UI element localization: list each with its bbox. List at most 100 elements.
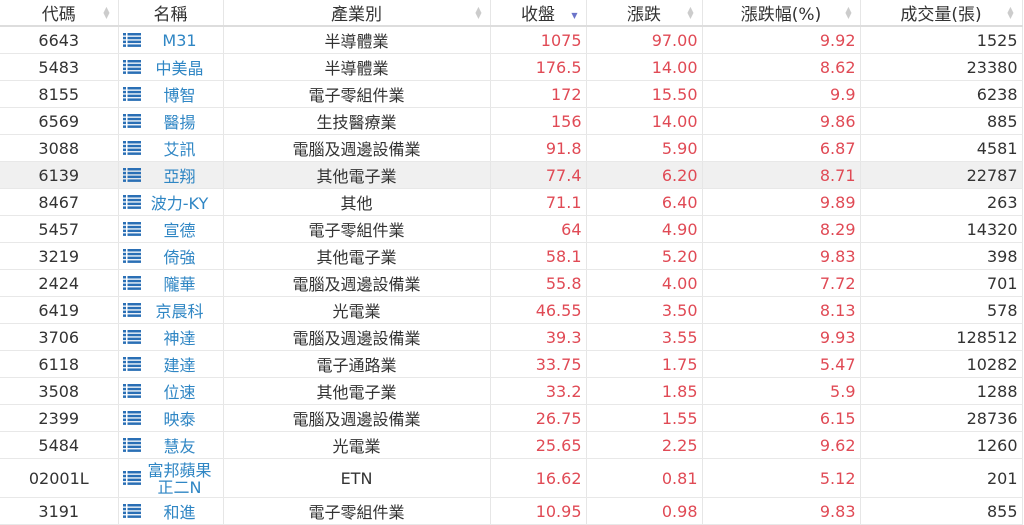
stock-name-link[interactable]: 映泰 [163, 410, 196, 429]
table-row[interactable]: 3088 艾訊 電腦及週邊設備業 91.8 5.90 6.87 4581 [0, 134, 1023, 162]
list-icon[interactable] [122, 249, 141, 263]
column-header-label: 名稱 [153, 5, 188, 25]
stock-name-link[interactable]: 建達 [163, 356, 196, 375]
table-row[interactable]: 3191 和進 電子零組件業 10.95 0.98 9.83 855 [0, 497, 1023, 525]
table-row[interactable]: 6118 建達 電子通路業 33.75 1.75 5.47 10282 [0, 350, 1023, 378]
stock-name-link[interactable]: M31 [162, 30, 197, 50]
table-row[interactable]: 2424 隴華 電腦及週邊設備業 55.8 4.00 7.72 701 [0, 269, 1023, 297]
column-header[interactable]: 成交量(張) ▲ ▼ [860, 0, 1023, 27]
table-row[interactable]: 3219 倚強 其他電子業 58.1 5.20 9.83 398 [0, 242, 1023, 270]
change-percent: 9.83 [702, 242, 861, 270]
list-icon[interactable] [122, 222, 141, 236]
table-row[interactable]: 5483 中美晶 半導體業 176.5 14.00 8.62 23380 [0, 53, 1023, 81]
stock-code: 3088 [0, 134, 119, 162]
stock-name-link[interactable]: 波力-KY [150, 194, 209, 213]
stock-name-cell: 倚強 [118, 242, 224, 270]
price-change: 1.55 [586, 404, 703, 432]
stock-code: 5457 [0, 215, 119, 243]
stock-name-link[interactable]: 宣德 [163, 221, 196, 240]
stock-name-link[interactable]: 和進 [163, 503, 196, 522]
stock-name-link[interactable]: 倚強 [163, 248, 196, 267]
close-price: 156 [490, 107, 587, 135]
change-percent: 8.71 [702, 161, 861, 189]
stock-code: 3706 [0, 323, 119, 351]
sort-icon[interactable]: ▲ ▼ [687, 5, 694, 20]
table-row[interactable]: 6643 M31 半導體業 1075 97.00 9.92 1525 [0, 26, 1023, 54]
table-row[interactable]: 8467 波力-KY 其他 71.1 6.40 9.89 263 [0, 188, 1023, 216]
table-row[interactable]: 3508 位速 其他電子業 33.2 1.85 5.9 1288 [0, 377, 1023, 405]
change-percent: 9.9 [702, 80, 861, 108]
list-icon[interactable] [122, 87, 141, 101]
table-row[interactable]: 2399 映泰 電腦及週邊設備業 26.75 1.55 6.15 28736 [0, 404, 1023, 432]
industry: 半導體業 [223, 53, 491, 81]
list-icon[interactable] [122, 330, 141, 344]
list-icon[interactable] [122, 114, 141, 128]
close-price: 58.1 [490, 242, 587, 270]
change-percent: 9.62 [702, 431, 861, 459]
table-header: 代碼 ▲ ▼ 名稱 產業別 ▲ ▼ 收盤 ▼ 漲跌 ▲ ▼ 漲跌幅(%) ▲ ▼ 成交量(張) ▲ ▼ [0, 0, 1023, 27]
table-row[interactable]: 6569 醫揚 生技醫療業 156 14.00 9.86 885 [0, 107, 1023, 135]
stock-name-link[interactable]: 慧友 [163, 437, 196, 456]
stock-name-cell: 隴華 [118, 269, 224, 297]
stock-name-cell: 富邦蘋果正二N [118, 458, 224, 498]
list-icon[interactable] [122, 168, 141, 182]
column-header-label: 產業別 [331, 5, 382, 25]
volume: 263 [860, 188, 1023, 216]
table-row[interactable]: 6139 亞翔 其他電子業 77.4 6.20 8.71 22787 [0, 161, 1023, 189]
list-icon[interactable] [122, 504, 141, 518]
stock-name-link[interactable]: 京晨科 [155, 302, 204, 321]
table-row[interactable]: 8155 博智 電子零組件業 172 15.50 9.9 6238 [0, 80, 1023, 108]
stock-name-cell: 映泰 [118, 404, 224, 432]
list-icon[interactable] [122, 276, 141, 290]
stock-name-link[interactable]: 亞翔 [163, 167, 196, 186]
stock-name-link[interactable]: 隴華 [163, 275, 196, 294]
table-row[interactable]: 6419 京晨科 光電業 46.55 3.50 8.13 578 [0, 296, 1023, 324]
list-icon[interactable] [122, 141, 141, 155]
column-header[interactable]: 代碼 ▲ ▼ [0, 0, 119, 27]
sort-icon[interactable]: ▲ ▼ [845, 5, 852, 20]
list-icon[interactable] [122, 60, 141, 74]
change-percent: 5.9 [702, 377, 861, 405]
stock-name-link[interactable]: 博智 [163, 86, 196, 105]
stock-name-link[interactable]: 醫揚 [163, 113, 196, 132]
stock-name-cell: 建達 [118, 350, 224, 378]
list-icon[interactable] [122, 357, 141, 371]
table-row[interactable]: 3706 神達 電腦及週邊設備業 39.3 3.55 9.93 128512 [0, 323, 1023, 351]
volume: 855 [860, 497, 1023, 525]
change-percent: 8.13 [702, 296, 861, 324]
column-header[interactable]: 收盤 ▼ [490, 0, 587, 27]
list-icon[interactable] [122, 411, 141, 425]
stock-name-link[interactable]: 神達 [163, 329, 196, 348]
list-icon[interactable] [122, 195, 141, 209]
change-percent: 6.87 [702, 134, 861, 162]
list-icon[interactable] [122, 33, 141, 47]
column-header[interactable]: 漲跌 ▲ ▼ [586, 0, 703, 27]
stock-name-link[interactable]: 中美晶 [155, 59, 204, 78]
list-icon[interactable] [122, 471, 141, 485]
table-row[interactable]: 5484 慧友 光電業 25.65 2.25 9.62 1260 [0, 431, 1023, 459]
close-price: 33.2 [490, 377, 587, 405]
list-icon[interactable] [122, 384, 141, 398]
table-row[interactable]: 02001L 富邦蘋果正二N ETN 16.62 0.81 5.12 201 [0, 458, 1023, 498]
price-change: 4.90 [586, 215, 703, 243]
stock-name-link[interactable]: 富邦蘋果正二N [147, 461, 212, 497]
close-price: 71.1 [490, 188, 587, 216]
sort-icon[interactable]: ▲ ▼ [1007, 5, 1014, 20]
list-icon[interactable] [122, 303, 141, 317]
stock-name-link[interactable]: 位速 [163, 383, 196, 402]
list-icon[interactable] [122, 438, 141, 452]
stock-code: 3191 [0, 497, 119, 525]
column-header[interactable]: 漲跌幅(%) ▲ ▼ [702, 0, 861, 27]
column-header[interactable]: 名稱 [118, 0, 224, 27]
volume: 1260 [860, 431, 1023, 459]
sort-desc-icon[interactable]: ▼ [571, 11, 578, 20]
sort-icon[interactable]: ▲ ▼ [475, 5, 482, 20]
stock-name-link[interactable]: 艾訊 [163, 140, 196, 159]
stock-name-cell: 艾訊 [118, 134, 224, 162]
column-header[interactable]: 產業別 ▲ ▼ [223, 0, 491, 27]
table-row[interactable]: 5457 宣德 電子零組件業 64 4.90 8.29 14320 [0, 215, 1023, 243]
stock-code: 02001L [0, 458, 119, 498]
sort-icon[interactable]: ▲ ▼ [103, 5, 110, 20]
stock-code: 3219 [0, 242, 119, 270]
